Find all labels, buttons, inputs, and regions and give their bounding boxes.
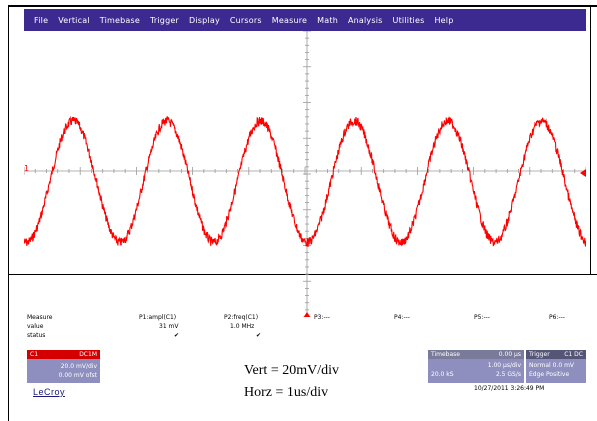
menu-vertical[interactable]: Vertical [58, 15, 90, 25]
measure-p4-name[interactable]: P4:--- [394, 314, 410, 321]
timebase-header: Timebase 0.00 µs [428, 350, 524, 359]
menu-display[interactable]: Display [188, 15, 220, 25]
menu-trigger[interactable]: Trigger [149, 15, 179, 25]
channel-1-scale: 20.0 mV/div [60, 363, 97, 370]
timebase-scale: 1.00 µs/div [487, 362, 521, 369]
menu-measure[interactable]: Measure [271, 15, 308, 25]
channel-1-offset: 0.00 mV ofst [58, 372, 97, 379]
measure-p5-name[interactable]: P5:--- [474, 314, 490, 321]
trigger-mode: Normal 0.0 mV [529, 362, 575, 369]
trigger-type: Edge Positive [529, 371, 570, 378]
trigger-descriptor[interactable]: Trigger C1 DC Normal 0.0 mV Edge Positiv… [526, 350, 586, 383]
value-label: value [27, 323, 44, 330]
measure-p1-status: ✔ [174, 332, 180, 339]
channel-1-coupling: DC1M [79, 351, 97, 358]
measure-p6-name[interactable]: P6:--- [549, 314, 565, 321]
channel-1-descriptor[interactable]: C1 DC1M 20.0 mV/div 0.00 mV ofst [27, 350, 100, 383]
channel-1-label: C1 [30, 351, 39, 358]
timebase-samples: 20.0 kS [431, 371, 454, 378]
menu-timebase[interactable]: Timebase [99, 15, 140, 25]
trigger-header: Trigger C1 DC [526, 350, 586, 359]
trigger-level-marker[interactable] [580, 169, 586, 177]
oscilloscope-screen: File Vertical Timebase Trigger Display C… [24, 9, 586, 409]
menu-file[interactable]: File [34, 15, 49, 25]
measure-p3-name[interactable]: P3:--- [314, 314, 330, 321]
frame-left [8, 5, 9, 421]
trigger-settings: Normal 0.0 mV Edge Positive [526, 359, 586, 383]
timebase-label: Timebase [431, 351, 460, 358]
timebase-rate: 2.5 GS/s [495, 371, 521, 378]
trigger-label: Trigger [529, 351, 550, 358]
lecroy-logo: LeCroy [33, 387, 66, 397]
frame-divider [8, 274, 597, 275]
vertical-scale-annotation: Vert = 20mV/div [244, 363, 339, 378]
measure-p1-name[interactable]: P1:ampl(C1) [139, 314, 177, 321]
frame-right [590, 5, 591, 274]
menu-cursors[interactable]: Cursors [229, 15, 262, 25]
waveform-c1-line [24, 115, 586, 248]
channel-1-settings: 20.0 mV/div 0.00 mV ofst [27, 359, 100, 383]
measure-table: Measure value status P1:ampl(C1) 31 mV ✔… [24, 314, 586, 352]
measure-p2-status: ✔ [256, 332, 262, 339]
grid-axes [24, 31, 586, 317]
menu-utilities[interactable]: Utilities [392, 15, 425, 25]
menu-analysis[interactable]: Analysis [347, 15, 383, 25]
waveform-grid[interactable]: 1 [24, 31, 586, 317]
measure-p1-value: 31 mV [159, 323, 179, 330]
menu-help[interactable]: Help [434, 15, 454, 25]
menu-bar: File Vertical Timebase Trigger Display C… [24, 9, 586, 31]
timebase-descriptor[interactable]: Timebase 0.00 µs 1.00 µs/div 20.0 kS 2.5… [428, 350, 524, 383]
channel-1-header: C1 DC1M [27, 350, 100, 359]
trigger-position-marker[interactable] [303, 312, 311, 317]
measure-label: Measure [27, 314, 53, 321]
trace-c1 [24, 115, 586, 248]
trigger-source: C1 DC [564, 351, 583, 358]
horizontal-scale-annotation: Horz = 1us/div [244, 385, 329, 400]
measure-p2-name[interactable]: P2:freq(C1) [224, 314, 259, 321]
menu-math[interactable]: Math [317, 15, 338, 25]
timebase-delay: 0.00 µs [498, 351, 521, 358]
measure-p2-value: 1.0 MHz [230, 323, 255, 330]
timebase-settings: 1.00 µs/div 20.0 kS 2.5 GS/s [428, 359, 524, 383]
channel-1-marker[interactable]: 1 [24, 164, 29, 173]
date-stamp: 10/27/2011 3:26:49 PM [474, 385, 545, 392]
status-label: status [27, 332, 46, 339]
frame-top [8, 5, 597, 7]
